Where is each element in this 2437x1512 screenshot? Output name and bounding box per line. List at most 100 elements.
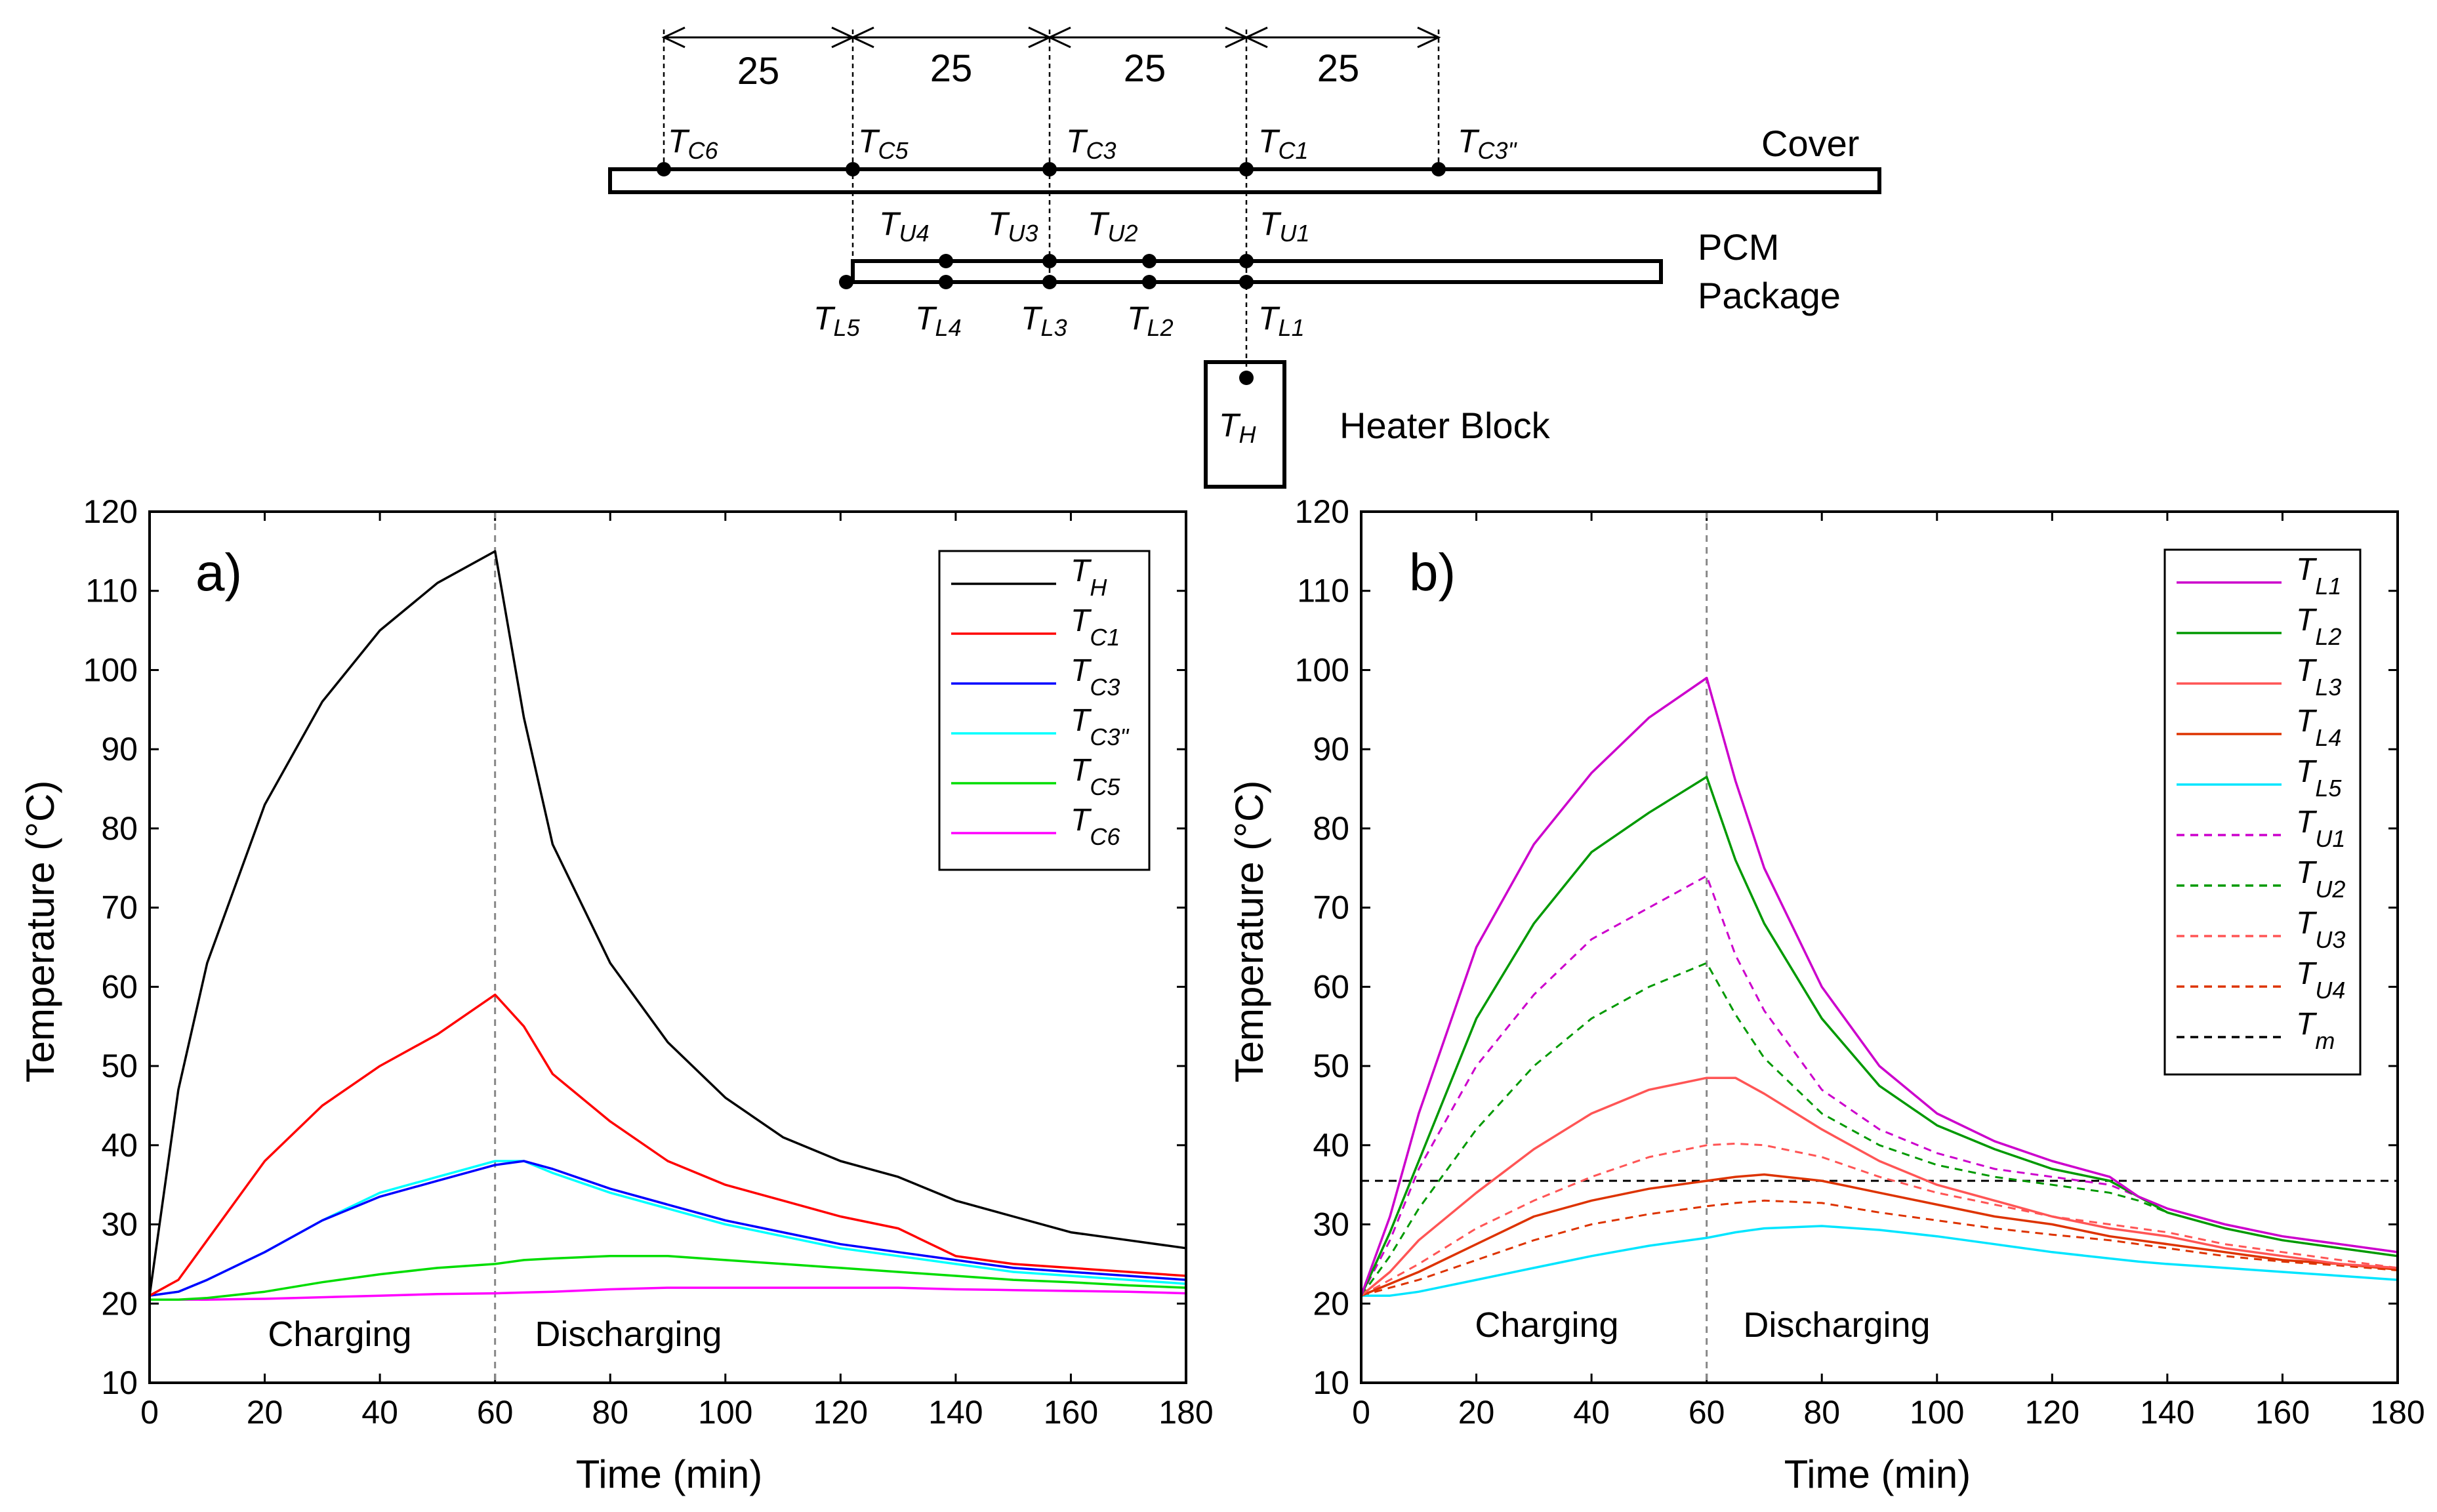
legend-label: Tm	[2296, 1007, 2335, 1054]
x-tick-label: 180	[1158, 1394, 1213, 1431]
panel-label: a)	[195, 543, 242, 602]
series-line-Tu4	[1361, 1199, 2398, 1297]
dimension-label: 25	[1124, 47, 1166, 90]
legend-label: TL3	[2296, 653, 2341, 701]
x-axis-label: Time (min)	[576, 1452, 762, 1496]
series-layer	[148, 550, 1187, 1301]
y-tick-label: 120	[1295, 493, 1349, 530]
dimension-label: 25	[737, 50, 780, 92]
series-line-Tc5	[150, 1255, 1187, 1301]
x-tick-label: 120	[813, 1394, 868, 1431]
legend-label: TC3"	[1071, 703, 1130, 750]
y-tick-label: 30	[101, 1206, 138, 1243]
legend-label: TL4	[2296, 704, 2341, 751]
y-axis-label: Temperature (°C)	[1227, 781, 1271, 1083]
sensor-label-tu3: TU3	[988, 205, 1038, 247]
y-tick-label: 110	[1297, 573, 1349, 609]
legend-label: TU3	[2296, 906, 2345, 953]
series-line-Tl5	[1361, 1225, 2398, 1297]
plot-frame	[1360, 510, 2399, 1384]
sensor-label-tu2: TU2	[1088, 205, 1138, 247]
x-tick-label: 160	[2255, 1394, 2310, 1431]
sensor-label-tc6: TC6	[668, 123, 719, 164]
series-line-Tl4	[1361, 1173, 2398, 1297]
x-tick-label: 140	[2140, 1394, 2194, 1431]
y-tick-label: 10	[101, 1364, 138, 1401]
y-tick-label: 100	[83, 651, 138, 688]
y-tick-label: 120	[83, 493, 138, 530]
x-tick-label: 60	[477, 1394, 514, 1431]
package-label-line1: PCM	[1698, 226, 1779, 268]
sensor-label-tc1: TC1	[1258, 123, 1309, 164]
cover-sensor-dots	[657, 162, 1446, 176]
annotation-discharging: Discharging	[535, 1315, 722, 1354]
series-line-Tc3	[149, 1160, 1187, 1297]
x-tick-label: 40	[1573, 1394, 1610, 1431]
panel-label: b)	[1409, 543, 1456, 602]
y-tick-label: 30	[1313, 1206, 1349, 1243]
x-tick-label: 0	[140, 1394, 159, 1431]
x-tick-label: 120	[2025, 1394, 2079, 1431]
plot-frame	[148, 510, 1187, 1384]
y-tick-label: 40	[101, 1127, 138, 1164]
tick-layer: 0 20 40 60 80 100 120 140 160 180 10 20 30 40 50 60 70 80…	[1295, 493, 2425, 1431]
sensor-label-tc3pp: TC3"	[1458, 123, 1518, 164]
package-sensor-dots	[839, 254, 1254, 289]
heater-label: Heater Block	[1340, 405, 1551, 446]
series-line-Tl3	[1360, 1076, 2398, 1297]
x-axis-label: Time (min)	[1784, 1452, 1971, 1496]
legend-label: TH	[1071, 554, 1107, 601]
heater-sensor-dot	[1239, 371, 1254, 385]
x-tick-label: 0	[1352, 1394, 1370, 1431]
dimension-label: 25	[930, 47, 973, 90]
y-tick-label: 60	[1313, 968, 1349, 1005]
legend-label: TL2	[2296, 603, 2341, 650]
x-tick-label: 80	[1803, 1394, 1840, 1431]
y-tick-label: 90	[1313, 731, 1349, 767]
sensor-label-tu4: TU4	[879, 205, 930, 247]
x-tick-label: 100	[698, 1394, 752, 1431]
legend-box	[938, 550, 1151, 871]
dimension-guides	[663, 30, 1440, 374]
legend-label: TU2	[2296, 855, 2345, 903]
sensor-label-tc3: TC3	[1066, 123, 1116, 164]
x-tick-label: 80	[592, 1394, 628, 1431]
annotation-discharging: Discharging	[1743, 1305, 1930, 1345]
series-layer	[1360, 676, 2398, 1297]
sensor-label-tl3: TL3	[1021, 300, 1067, 341]
series-line-Tl2	[1360, 775, 2398, 1296]
sensor-schematic: 25 25 25 25 Cover PCM Package Heater Blo…	[608, 26, 1881, 489]
series-line-Tu3	[1361, 1142, 2398, 1297]
sensor-label-tc5: TC5	[858, 123, 909, 164]
annotation-charging: Charging	[268, 1315, 411, 1354]
series-line-Tc1	[149, 993, 1187, 1297]
y-tick-label: 10	[1313, 1364, 1349, 1401]
series-line-Tc3pp	[149, 1160, 1187, 1297]
legend-label: TL5	[2296, 754, 2342, 802]
chart-b: Temperature (°C) Time (min) 0 20 40 60 80 100…	[1227, 493, 2425, 1496]
cover-label: Cover	[1761, 123, 1859, 164]
y-tick-label: 50	[1313, 1048, 1349, 1084]
y-tick-label: 70	[1313, 889, 1349, 926]
y-tick-label: 20	[1313, 1285, 1349, 1322]
x-tick-label: 40	[361, 1394, 398, 1431]
y-tick-label: 60	[101, 968, 138, 1005]
x-tick-label: 20	[1458, 1394, 1495, 1431]
y-tick-label: 40	[1313, 1127, 1349, 1164]
sensor-label-th: TH	[1219, 407, 1257, 448]
y-axis-label: Temperature (°C)	[18, 781, 62, 1083]
sensor-label-tl2: TL2	[1127, 300, 1174, 341]
package-label-line2: Package	[1698, 275, 1841, 316]
y-tick-label: 90	[101, 731, 138, 767]
dimension-arrows	[661, 26, 1441, 49]
legend-label: TU4	[2296, 956, 2345, 1004]
y-tick-label: 110	[85, 573, 138, 609]
x-tick-label: 60	[1689, 1394, 1725, 1431]
x-tick-label: 180	[2370, 1394, 2425, 1431]
x-tick-label: 140	[928, 1394, 983, 1431]
sensor-label-tu1: TU1	[1259, 205, 1310, 247]
y-tick-label: 80	[101, 810, 138, 847]
dimension-label: 25	[1317, 47, 1360, 90]
y-tick-label: 100	[1295, 651, 1349, 688]
